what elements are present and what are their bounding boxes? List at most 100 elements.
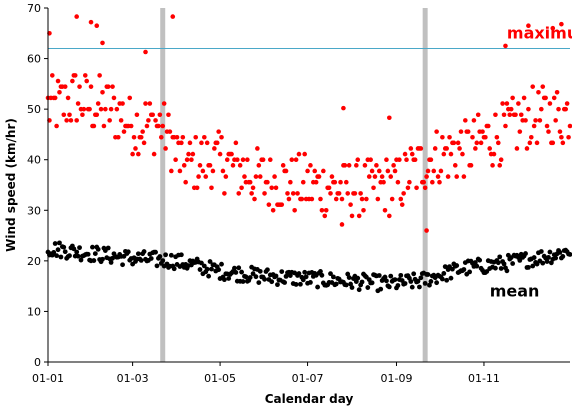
mean-point [560, 254, 566, 259]
mean-point [474, 263, 480, 269]
max-point [389, 196, 395, 202]
max-point [322, 213, 328, 219]
max-point [404, 157, 409, 163]
max-point [177, 168, 183, 174]
max-point [115, 134, 121, 140]
max-point [438, 168, 444, 174]
max-point [447, 134, 452, 140]
max-point [273, 185, 279, 191]
max-point [100, 89, 105, 95]
mean-point [330, 274, 336, 280]
max-point [181, 163, 187, 168]
max-point [514, 146, 520, 151]
max-point [64, 118, 69, 123]
max-point [342, 163, 348, 168]
max-point [460, 151, 465, 157]
mean-series [45, 240, 572, 294]
max-point [471, 118, 477, 123]
max-point [455, 140, 461, 146]
max-point [384, 157, 389, 163]
max-point [379, 174, 385, 179]
mean-point [376, 273, 382, 278]
mean-point [247, 275, 253, 280]
max-point [210, 168, 216, 174]
max-point [173, 157, 178, 163]
mean-point [386, 284, 392, 290]
max-point [385, 168, 391, 174]
max-point [295, 191, 300, 196]
y-tick-label: 10 [27, 305, 41, 318]
mean-point [57, 240, 62, 246]
max-point [67, 112, 72, 118]
max-point [260, 157, 266, 163]
mean-point [425, 272, 431, 277]
max-point [491, 151, 497, 157]
max-point [233, 140, 239, 146]
max-point [323, 207, 329, 213]
max-point [88, 84, 94, 89]
max-point-outlier [424, 228, 429, 233]
max-point [364, 196, 369, 202]
vertical-band-1 [422, 8, 428, 362]
max-point [564, 101, 570, 106]
max-point [220, 168, 226, 174]
max-point [465, 129, 471, 134]
max-point [147, 101, 153, 106]
max-point [518, 112, 524, 118]
max-point [157, 112, 163, 118]
mean-point [553, 255, 559, 261]
mean-point [78, 257, 84, 263]
mean-point [279, 269, 285, 275]
max-point [216, 129, 221, 134]
max-point [95, 101, 101, 106]
y-axis-title: Wind speed (km/hr) [4, 118, 18, 252]
max-point [527, 140, 533, 146]
mean-point [55, 247, 61, 253]
max-point [167, 129, 173, 134]
max-point [540, 84, 546, 89]
max-point [553, 118, 558, 123]
mean-point [273, 273, 279, 279]
max-point [510, 95, 515, 101]
mean-point [233, 270, 239, 275]
max-point [103, 106, 108, 112]
y-tick-label: 40 [27, 154, 41, 167]
max-point [214, 140, 220, 146]
mean-point [253, 274, 259, 280]
mean-point [408, 279, 414, 284]
max-point [194, 185, 200, 191]
max-point [118, 118, 124, 123]
max-point [151, 151, 157, 157]
max-point [531, 123, 537, 129]
mean-point [333, 281, 339, 287]
max-point [280, 163, 286, 168]
max-point [160, 123, 166, 129]
max-point [405, 185, 411, 191]
max-point [354, 163, 359, 168]
max-point [333, 196, 339, 202]
max-point [293, 157, 299, 163]
max-point [554, 89, 560, 95]
max-point [128, 123, 134, 129]
max-point [551, 95, 557, 101]
mean-point [467, 269, 473, 275]
max-point [292, 207, 297, 213]
max-point [97, 73, 102, 78]
mean-point [441, 271, 447, 276]
mean-point [484, 269, 490, 274]
mean-point [526, 264, 531, 270]
max-point [134, 112, 140, 118]
max-point [57, 89, 62, 95]
max-point [193, 134, 199, 140]
max-point [563, 106, 568, 112]
max-point-outlier [526, 23, 531, 29]
max-point [207, 163, 213, 168]
max-point [197, 163, 203, 168]
mean-point [199, 260, 204, 266]
mean-point [300, 277, 306, 283]
max-point [267, 157, 273, 163]
mean-point [243, 274, 249, 280]
max-point [422, 185, 428, 191]
mean-point [356, 287, 362, 293]
mean-point [510, 261, 516, 266]
